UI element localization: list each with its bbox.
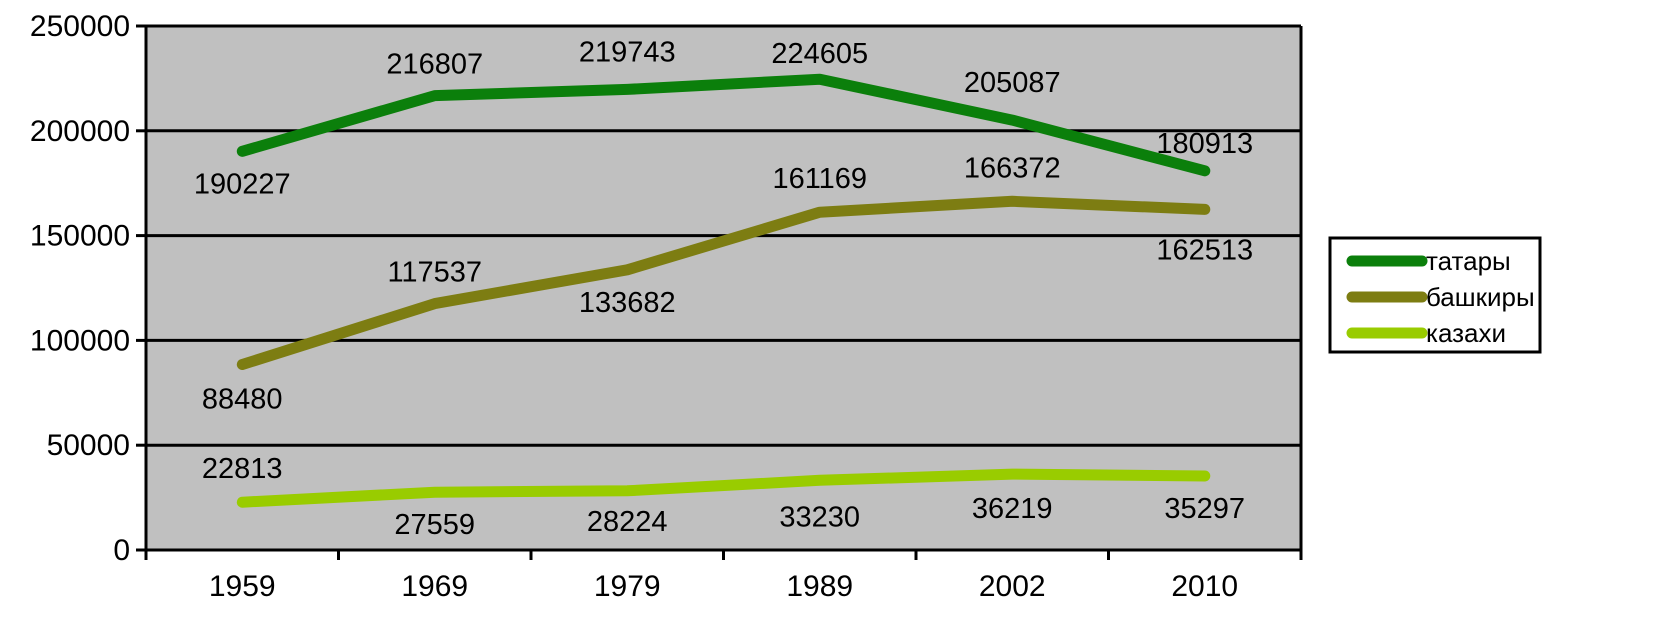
y-tick-label: 100000 <box>30 324 130 357</box>
x-tick-label: 2002 <box>979 570 1046 603</box>
data-label: 219743 <box>579 36 676 68</box>
plot-area-background <box>146 26 1301 550</box>
y-tick-label: 0 <box>113 534 130 567</box>
data-label: 117537 <box>387 257 482 289</box>
x-tick-label: 1979 <box>594 570 661 603</box>
data-label: 190227 <box>194 168 291 200</box>
data-label: 133682 <box>579 287 676 319</box>
data-label: 162513 <box>1156 234 1253 266</box>
y-tick-label: 150000 <box>30 220 130 253</box>
data-label: 161169 <box>772 163 867 195</box>
legend-label: казахи <box>1426 318 1506 348</box>
axes: 0 50000 100000 150000 200000 250000 1959 1969 19… <box>30 10 1303 603</box>
data-label: 180913 <box>1156 128 1253 160</box>
series-line-0 <box>236 73 1211 177</box>
data-labels: 190227 216807 219743 224605 205087 180913 8848… <box>194 36 1253 541</box>
data-label: 33230 <box>779 501 860 533</box>
data-label: 27559 <box>394 509 475 541</box>
data-label: 216807 <box>386 49 483 81</box>
legend: татары башкиры казахи <box>1328 236 1542 354</box>
series-line-1 <box>236 195 1211 370</box>
data-label: 36219 <box>972 493 1053 525</box>
legend-label: татары <box>1426 246 1511 276</box>
x-tick-label: 2010 <box>1171 570 1238 603</box>
data-label: 35297 <box>1164 493 1245 525</box>
y-tick-label: 200000 <box>30 115 130 148</box>
data-label: 22813 <box>202 453 283 485</box>
data-label: 88480 <box>202 384 283 416</box>
x-tick-label: 1989 <box>786 570 853 603</box>
x-tick-label: 1959 <box>209 570 276 603</box>
series-line-2 <box>236 468 1211 508</box>
x-tick-label: 1969 <box>401 570 468 603</box>
data-label: 28224 <box>587 506 668 538</box>
y-tick-label: 50000 <box>47 429 130 462</box>
data-label: 166372 <box>964 152 1061 184</box>
legend-label: башкиры <box>1426 282 1535 312</box>
data-label: 224605 <box>771 38 868 70</box>
y-tick-label: 250000 <box>30 10 130 43</box>
data-label: 205087 <box>964 67 1061 99</box>
series-lines <box>236 73 1211 508</box>
